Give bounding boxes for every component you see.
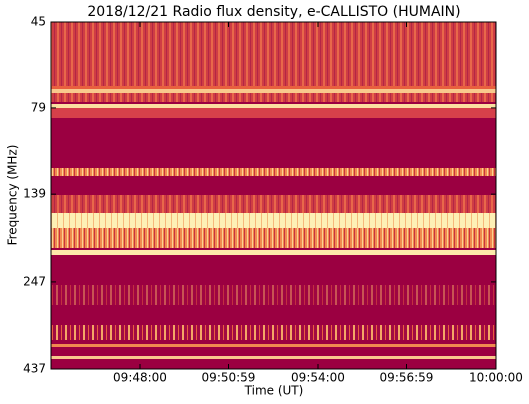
band	[51, 250, 496, 255]
x-tick-label: 09:54:00	[291, 371, 345, 385]
x-tick-label: 09:56:59	[380, 371, 434, 385]
x-tick-label: 09:48:00	[113, 371, 167, 385]
band	[51, 213, 496, 228]
band	[51, 108, 496, 118]
band	[51, 89, 496, 93]
band	[51, 104, 496, 108]
chart-title: 2018/12/21 Radio flux density, e-CALLIST…	[87, 4, 460, 20]
x-tick-label: 10:00:00	[469, 371, 523, 385]
x-axis-label: Time (UT)	[244, 384, 304, 398]
x-tick-label: 09:50:59	[202, 371, 256, 385]
y-tick-label: 247	[23, 274, 46, 288]
y-tick-label: 139	[23, 187, 46, 201]
band	[51, 93, 496, 102]
band	[51, 195, 496, 213]
band	[51, 325, 496, 340]
band	[51, 344, 496, 347]
band	[51, 22, 496, 86]
band	[51, 86, 496, 89]
plot-frame	[50, 21, 497, 370]
y-tick-label: 79	[31, 100, 46, 114]
band	[51, 356, 496, 359]
y-axis-label: Frequency (MHz)	[6, 145, 20, 246]
band	[51, 285, 496, 305]
y-tick-label: 45	[31, 15, 46, 29]
y-tick-label: 437	[23, 362, 46, 376]
band	[51, 168, 496, 176]
spectrogram	[51, 22, 496, 369]
band	[51, 228, 496, 248]
